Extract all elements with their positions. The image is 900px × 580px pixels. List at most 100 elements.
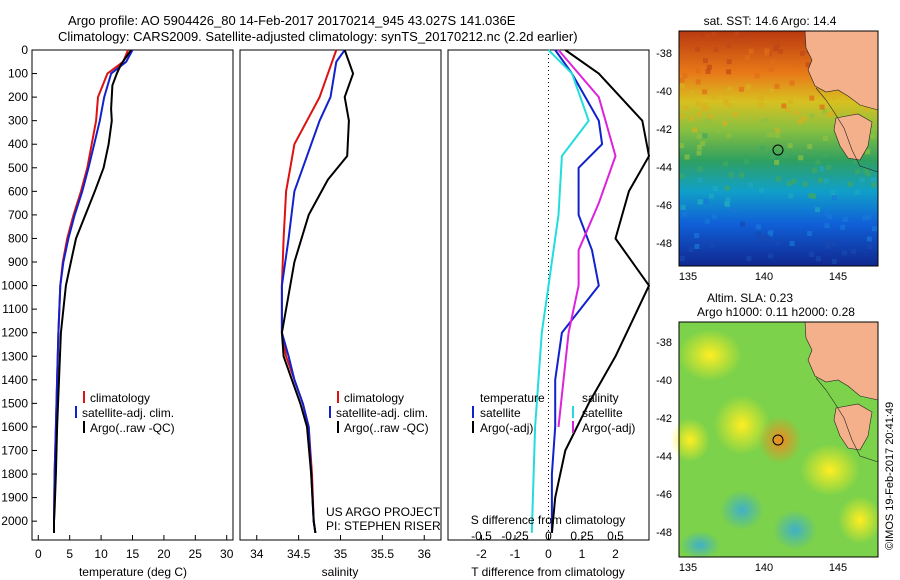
sst-pixel [713, 186, 718, 191]
legend-label-temp-argo: Argo(-adj) [480, 421, 533, 435]
depth-tick-label: 1600 [1, 420, 28, 434]
sst-pixel [831, 241, 837, 247]
x-tick-label: 0 [545, 547, 552, 561]
x-tick-label: 25 [189, 547, 203, 561]
sst-pixel [724, 185, 730, 191]
sla-lat-tick: -48 [656, 527, 672, 539]
sst-pixel [759, 145, 765, 151]
salinity-axis-label: salinity [322, 565, 359, 579]
sst-pixel [826, 165, 832, 170]
sst-pixel [793, 110, 799, 116]
depth-tick-label: 500 [8, 161, 28, 175]
sst-pixel [815, 256, 821, 262]
sst-pixel [748, 48, 754, 54]
sst-tasmania [833, 113, 873, 161]
sst-pixel [697, 144, 702, 150]
sst-pixel [695, 46, 701, 52]
legend-swatch-temp-satellite [472, 406, 474, 418]
sst-pixel [766, 132, 772, 137]
sst-pixel [782, 152, 788, 158]
x-tick-label: -2 [476, 547, 487, 561]
sst-pixel [807, 144, 813, 149]
x-tick-label: 1 [579, 547, 586, 561]
sst-pixel [847, 181, 853, 187]
sst-pixel [731, 207, 737, 213]
sla-anomaly [758, 416, 802, 464]
sst-map-frame [678, 30, 879, 267]
sst-lat-tick: -46 [656, 200, 672, 212]
sst-pixel [688, 247, 694, 252]
x-tick-label: 36 [418, 547, 432, 561]
sst-pixel [679, 143, 684, 149]
sst-lat-tick: -42 [656, 124, 672, 136]
sst-pixel [679, 83, 685, 89]
sst-pixel [711, 31, 717, 37]
sst-pixel [775, 239, 781, 245]
sst-pixel [824, 223, 830, 229]
sla-lat-tick: -44 [656, 451, 672, 463]
sst-pixel [747, 182, 753, 188]
sst-map-title: sat. SST: 14.6 Argo: 14.4 [704, 14, 837, 28]
legend-label-sal-argo: Argo(-adj) [582, 421, 635, 435]
t-difference-axis-label: T difference from climatology [471, 565, 625, 579]
sst-pixel [759, 187, 764, 193]
sst-pixel [789, 241, 795, 247]
depth-tick-label: 900 [8, 255, 28, 269]
sst-pixel [865, 171, 871, 177]
sst-pixel [825, 243, 831, 249]
sla-lon-tick: 140 [755, 562, 773, 574]
sst-pixel [755, 224, 761, 230]
sla-lat-tick: -38 [656, 337, 672, 349]
sst-pixel [809, 252, 815, 257]
x-tick-label: 5 [66, 547, 73, 561]
sst-lon-tick: 140 [755, 271, 773, 283]
sst-lat-tick: -40 [656, 86, 672, 98]
sst-pixel [865, 149, 871, 155]
sst-pixel [738, 37, 743, 43]
temperature-axis-label: temperature (deg C) [79, 565, 187, 579]
sla-map-panel: Altim. SLA: 0.23 Argo h1000: 0.11 h2000:… [656, 291, 882, 574]
legend-label-argo: Argo(..raw -QC) [90, 421, 175, 435]
sst-pixel [789, 80, 795, 86]
difference-profile-panel: -2 -1 0 1 2 -0.5 -0.25 0 0.25 0.5 T difference f… [447, 49, 650, 579]
sst-pixel [774, 160, 780, 165]
sst-pixel [808, 193, 814, 198]
depth-tick-label: 100 [8, 67, 28, 81]
sst-pixel [796, 123, 801, 129]
sst-pixel [769, 88, 775, 94]
s-tick-label: 0 [545, 529, 552, 543]
sst-pixel [768, 149, 774, 155]
x-tick-label: 15 [126, 547, 140, 561]
sst-pixel [724, 201, 730, 207]
legend-label-argo: Argo(..raw -QC) [344, 421, 429, 435]
sst-pixel [703, 120, 708, 126]
sst-pixel [767, 253, 773, 259]
legend-swatch-climatology [83, 391, 85, 403]
sla-lon-tick: 135 [679, 562, 697, 574]
sst-pixel [853, 158, 859, 164]
sst-pixel [696, 150, 702, 156]
s-tick-label: 0.25 [570, 529, 594, 543]
salinity-plot-frame [239, 49, 442, 541]
sst-pixel [871, 182, 877, 188]
x-tick-label: -1 [510, 547, 521, 561]
sst-pixel [705, 68, 711, 74]
difference-series [530, 49, 650, 533]
sst-pixel [682, 211, 688, 217]
depth-tick-label: 1800 [1, 467, 28, 481]
sst-pixel [772, 46, 778, 52]
sst-pixel [866, 244, 872, 250]
depth-tick-label: 1700 [1, 443, 28, 457]
depth-tick-label: 2000 [1, 514, 28, 528]
x-tick-label: 34 [250, 547, 264, 561]
sst-pixel [715, 127, 721, 133]
sla-bathymetry-contour [815, 377, 879, 463]
sst-pixel [824, 178, 829, 184]
sst-pixel [723, 161, 728, 167]
sst-pixel [775, 127, 781, 133]
legend-heading-temperature: temperature [480, 391, 545, 405]
x-tick-label: 0 [35, 547, 42, 561]
legend-swatch-sal-satellite [572, 406, 574, 418]
sst-pixel [728, 172, 734, 178]
sst-pixel [787, 143, 793, 149]
